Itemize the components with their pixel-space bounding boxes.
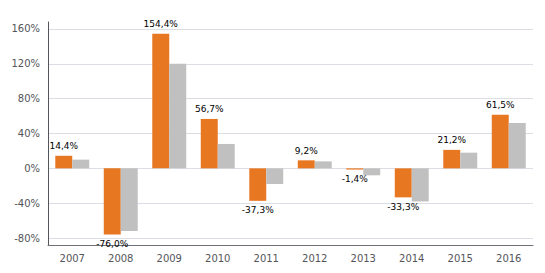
svg-text:-1,4%: -1,4% xyxy=(342,174,369,184)
svg-text:2013: 2013 xyxy=(351,253,376,264)
svg-text:2010: 2010 xyxy=(205,253,230,264)
svg-text:160%: 160% xyxy=(11,23,40,34)
svg-text:2015: 2015 xyxy=(448,253,473,264)
svg-text:2009: 2009 xyxy=(157,253,182,264)
svg-text:2011: 2011 xyxy=(254,253,279,264)
svg-text:2014: 2014 xyxy=(399,253,424,264)
svg-text:154,4%: 154,4% xyxy=(144,19,179,29)
svg-text:2016: 2016 xyxy=(496,253,521,264)
svg-text:40%: 40% xyxy=(18,128,40,139)
svg-text:-80%: -80% xyxy=(14,233,40,244)
svg-text:56,7%: 56,7% xyxy=(195,104,224,114)
svg-text:14,4%: 14,4% xyxy=(49,141,78,151)
svg-text:2008: 2008 xyxy=(108,253,133,264)
svg-text:0%: 0% xyxy=(24,163,40,174)
svg-text:120%: 120% xyxy=(11,58,40,69)
svg-text:-37,3%: -37,3% xyxy=(242,205,274,215)
svg-text:80%: 80% xyxy=(18,93,40,104)
svg-text:-40%: -40% xyxy=(14,198,40,209)
svg-text:-76,0%: -76,0% xyxy=(96,239,128,249)
svg-text:2007: 2007 xyxy=(60,253,85,264)
svg-text:61,5%: 61,5% xyxy=(486,100,515,110)
svg-text:2012: 2012 xyxy=(302,253,327,264)
svg-text:-33,3%: -33,3% xyxy=(387,202,419,212)
svg-text:21,2%: 21,2% xyxy=(437,135,466,145)
svg-text:9,2%: 9,2% xyxy=(295,146,318,156)
